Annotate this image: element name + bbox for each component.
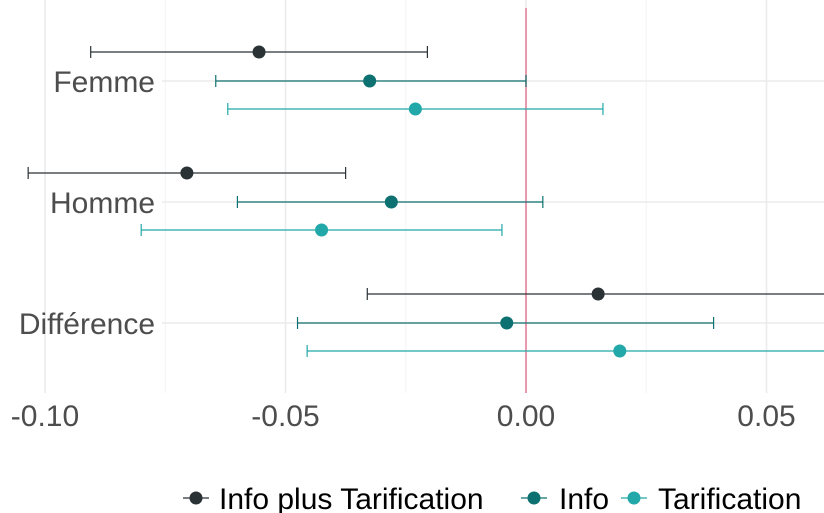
point-estimate xyxy=(363,74,377,88)
point-estimate xyxy=(613,344,627,358)
point-estimate xyxy=(408,102,422,116)
data-marks xyxy=(27,45,824,358)
point-estimate xyxy=(500,316,514,330)
x-tick-labels: -0.10 -0.05 0.00 0.05 xyxy=(11,400,796,433)
x-tick-label: 0.00 xyxy=(497,400,555,433)
legend-key-point xyxy=(527,491,541,505)
legend: Info plus Tarification Info Tarification xyxy=(183,483,801,513)
point-estimate xyxy=(591,287,605,301)
category-label: Homme xyxy=(50,187,155,220)
point-estimate xyxy=(252,45,266,59)
point-estimate xyxy=(384,195,398,209)
x-tick-label: -0.05 xyxy=(251,400,319,433)
category-labels: Femme Homme Différence xyxy=(19,66,155,341)
legend-label: Info xyxy=(559,483,609,513)
grid-minor xyxy=(164,0,647,393)
point-estimate xyxy=(315,223,329,237)
x-tick-label: -0.10 xyxy=(11,400,79,433)
legend-label: Tarification xyxy=(658,483,801,513)
legend-key-point xyxy=(189,491,203,505)
legend-label: Info plus Tarification xyxy=(219,483,484,513)
x-tick-label: 0.05 xyxy=(737,400,795,433)
grid-major xyxy=(44,0,824,393)
category-label: Différence xyxy=(19,308,155,341)
point-estimate xyxy=(180,166,194,180)
legend-key-point xyxy=(627,491,641,505)
category-label: Femme xyxy=(53,66,155,99)
